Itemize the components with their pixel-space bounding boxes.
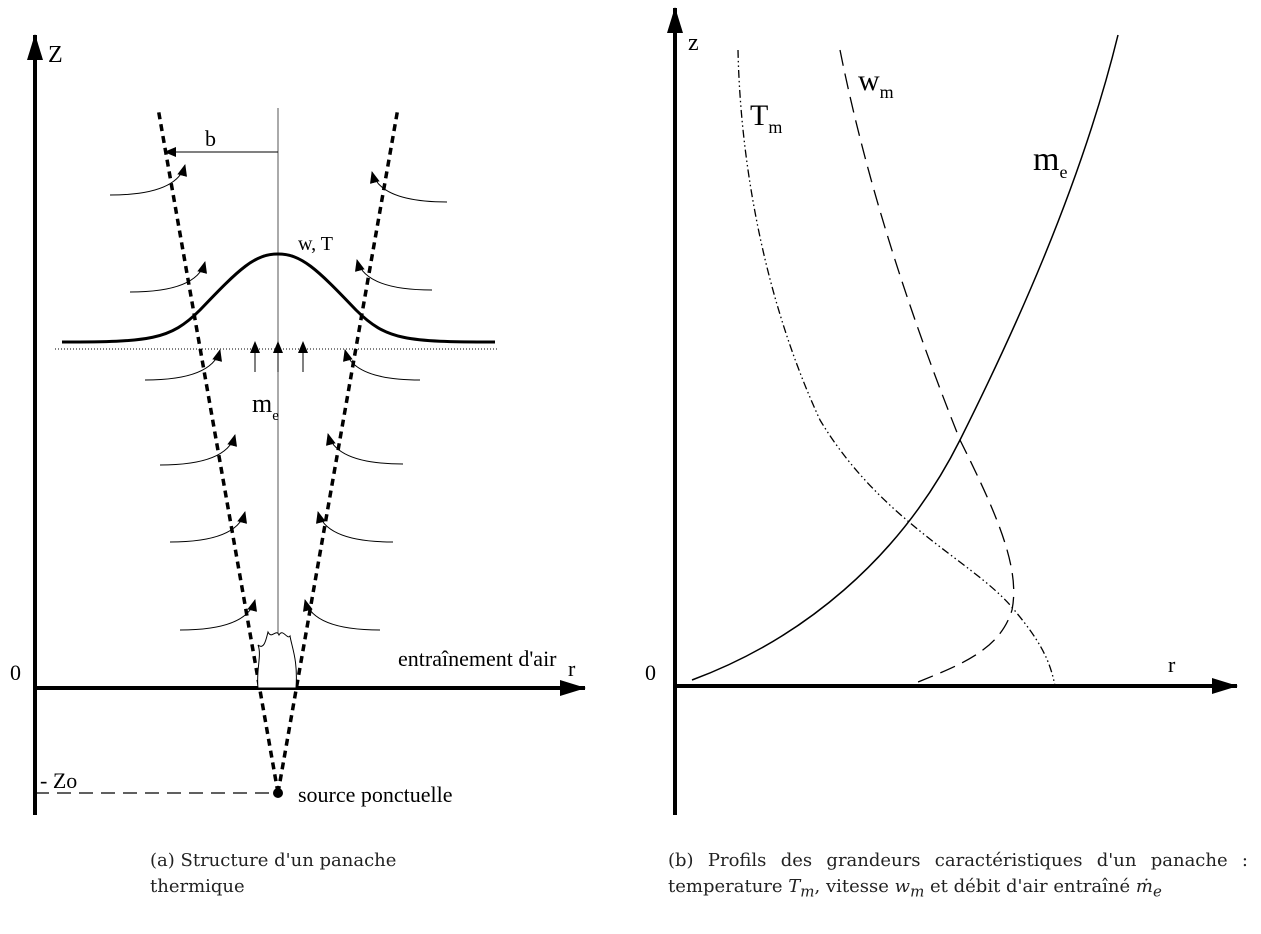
source-label: source ponctuelle <box>298 782 453 807</box>
figure: Z b w, T me 0 entraînement d'air r - Zo … <box>0 0 1261 840</box>
plume-edge <box>278 108 398 793</box>
entrainment-arrow <box>180 600 255 630</box>
subscript: e <box>1059 162 1067 182</box>
symbol: m <box>252 389 272 418</box>
origin-label: 0 <box>10 660 21 685</box>
plume-edge <box>158 108 278 793</box>
subscript: e <box>272 408 279 424</box>
temperature-label: Tm <box>750 99 782 137</box>
subscript: m <box>800 883 814 901</box>
symbol: T <box>750 99 768 132</box>
symbol: w <box>895 876 910 897</box>
z-axis-label: z <box>688 30 699 56</box>
z-axis-label: Z <box>48 42 63 68</box>
caption-b: (b) Profils des grandeurs caractéristiqu… <box>668 848 1248 905</box>
symbol: ṁ <box>1136 876 1153 897</box>
entrained-mass-label: me <box>252 389 279 424</box>
entrainment-arrow <box>160 435 235 465</box>
symbol: w <box>858 64 880 97</box>
r-axis-label: r <box>568 656 576 681</box>
subscript: m <box>880 82 894 102</box>
r-axis-label: r <box>1168 652 1176 677</box>
entrainment-arrow <box>130 262 205 292</box>
entrainment-arrow <box>318 512 393 542</box>
caption-a: (a) Structure d'un panache thermique <box>150 848 470 900</box>
entrainment-arrow <box>110 165 185 195</box>
symbol: T <box>788 876 800 897</box>
flame <box>258 632 297 688</box>
temperature-curve <box>738 50 1055 686</box>
entrainment-arrow <box>145 350 220 380</box>
subscript: e <box>1153 883 1162 901</box>
entrainment-arrow <box>357 260 432 290</box>
entrainment-label: entraînement d'air <box>398 646 557 671</box>
radius-label: b <box>205 126 216 151</box>
point-source <box>273 788 283 798</box>
velocity-label: wm <box>858 64 894 102</box>
subscript: m <box>910 883 924 901</box>
page: Z b w, T me 0 entraînement d'air r - Zo … <box>0 0 1261 934</box>
entrainment-arrow <box>305 600 380 630</box>
velocity-curve <box>840 50 1014 682</box>
subscript: m <box>768 117 782 137</box>
symbol: m <box>1033 141 1059 178</box>
caption-text: et débit d'air entraîné <box>924 876 1136 897</box>
panel-b: z Tm wm me 0 r <box>645 8 1237 815</box>
profile-label: w, T <box>298 233 333 255</box>
panel-a: Z b w, T me 0 entraînement d'air r - Zo … <box>10 35 585 815</box>
caption-text: , vitesse <box>815 876 895 897</box>
entrained-mass-label: me <box>1033 141 1067 182</box>
source-height-label: - Zo <box>40 768 77 793</box>
origin-label: 0 <box>645 660 656 685</box>
entrainment-arrow <box>170 512 245 542</box>
